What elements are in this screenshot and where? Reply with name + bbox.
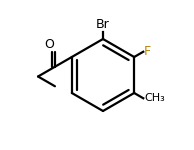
Text: O: O: [44, 38, 54, 51]
Text: F: F: [144, 45, 151, 58]
Text: Br: Br: [96, 18, 110, 31]
Text: CH₃: CH₃: [144, 93, 165, 103]
